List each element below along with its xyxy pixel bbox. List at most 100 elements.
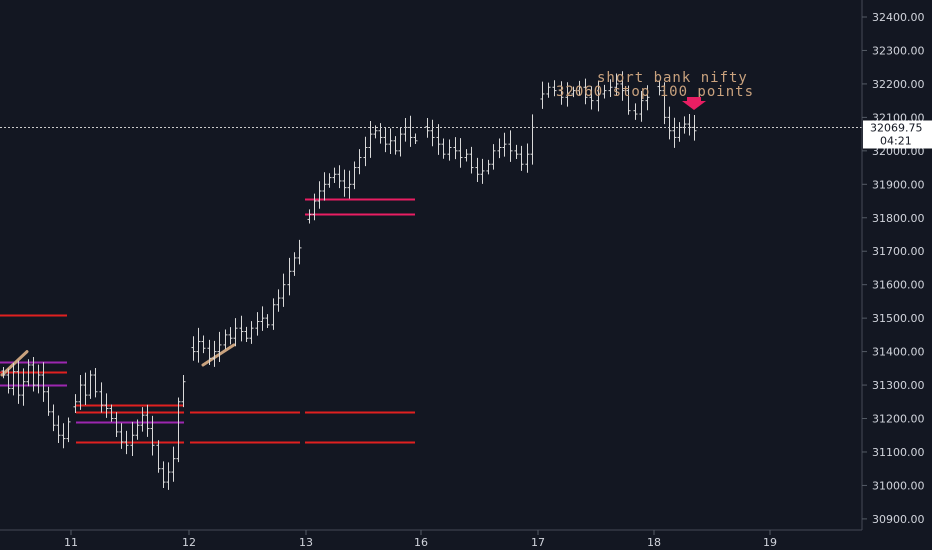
ohlc-bar [667,106,672,140]
ohlc-bar [265,314,270,329]
ohlc-bar [620,71,625,101]
ohlc-bar [565,82,570,107]
ohlc-bar [337,165,342,189]
ohlc-bar [425,118,430,138]
ohlc-bar [114,412,119,437]
time-tick-label: 19 [763,536,777,549]
ohlc-bar [207,339,212,365]
trendlines [0,343,236,377]
price-tick-label: 30900.00 [872,513,925,526]
time-tick-label: 11 [64,536,78,549]
ohlc-bars [1,71,697,490]
ohlc-bar [393,136,398,155]
ohlc-bar [6,368,11,394]
ohlc-bar [161,461,166,488]
ohlc-bar [223,329,228,350]
ohlc-bar [608,79,613,98]
ohlc-bar [56,415,61,444]
ohlc-bar [1,366,6,379]
ohlc-bar [657,80,662,96]
ohlc-bar [140,407,145,432]
ohlc-bar [31,356,36,392]
ohlc-bar [260,306,265,331]
ohlc-bar [519,145,524,171]
ohlc-bar [352,161,357,190]
ohlc-bar [287,257,292,296]
ohlc-bar [626,85,631,115]
price-tick-label: 31200.00 [872,413,925,426]
ohlc-bar [373,125,378,139]
ohlc-bar [51,404,56,432]
ohlc-bar [347,170,352,199]
ohlc-bar [464,149,469,162]
price-tick-label: 31000.00 [872,479,925,492]
ohlc-bar [249,321,254,344]
ohlc-bar [228,327,233,345]
price-tick-label: 32400.00 [872,11,925,24]
ohlc-bar [88,370,93,399]
time-tick-label: 13 [299,536,313,549]
ohlc-bar [130,421,135,456]
ohlc-bar [596,80,601,112]
ohlc-bar [11,362,16,396]
last-price-value: 32069.75 [870,122,923,135]
down-arrow-icon [682,97,706,110]
ohlc-bar [662,82,667,125]
ohlc-bar [201,335,206,354]
ohlc-bar [271,298,276,330]
ohlc-bar [645,85,650,111]
ohlc-bar [430,119,435,147]
time-tick-label: 17 [531,536,545,549]
ohlc-bar [589,86,594,110]
ohlc-bar [26,359,31,387]
ohlc-bar [458,138,463,168]
ohlc-bar [109,404,114,422]
ohlc-bar [447,139,452,161]
ohlc-bar [633,103,638,120]
ohlc-bar [36,364,41,394]
ohlc-bar [672,117,677,148]
ohlc-bar [119,423,124,449]
ohlc-bar [327,173,332,188]
ohlc-bar [639,90,644,122]
ohlc-bar [93,367,98,398]
ohlc-bar [480,158,485,184]
ohlc-bar [233,318,238,347]
ohlc-bar [342,169,347,197]
annotation-line-1: short bank nifty [597,70,748,86]
annotation-line-2: 32060 stop 100 points [556,84,754,100]
bar-countdown: 04:21 [880,135,912,148]
ohlc-bar [583,78,588,105]
ohlc-bar [491,144,496,170]
ohlc-bar [145,404,150,437]
last-price-label: 32069.75 04:21 [863,120,932,149]
ohlc-bar [73,394,78,413]
ohlc-bar [46,386,51,416]
ohlc-bar [398,127,403,157]
price-axis[interactable]: 32400.0032300.0032200.0032100.0032000.00… [862,11,925,526]
ohlc-bar [614,73,619,96]
ohlc-bar [469,146,474,174]
ohlc-bar [413,133,418,145]
ohlc-bar [322,172,327,201]
trendline [201,343,236,367]
time-axis[interactable]: 11 12 13 16 17 18 19 [64,530,777,549]
ohlc-bar [540,81,545,109]
ohlc-bar [307,209,312,224]
ohlc-bar [388,128,393,155]
ohlc-bar [552,80,557,97]
ohlc-bar [577,80,582,96]
ohlc-bar [378,123,383,144]
price-tick-label: 31300.00 [872,379,925,392]
ohlc-bar [191,336,196,361]
ohlc-bar [181,375,186,408]
price-tick-label: 32200.00 [872,78,925,91]
price-tick-label: 31700.00 [872,245,925,258]
ohlc-bar [332,167,337,183]
ohlc-bar [217,331,222,363]
ohlc-bar [486,159,491,175]
ohlc-bar [546,82,551,98]
ohlc-bar [317,181,322,209]
